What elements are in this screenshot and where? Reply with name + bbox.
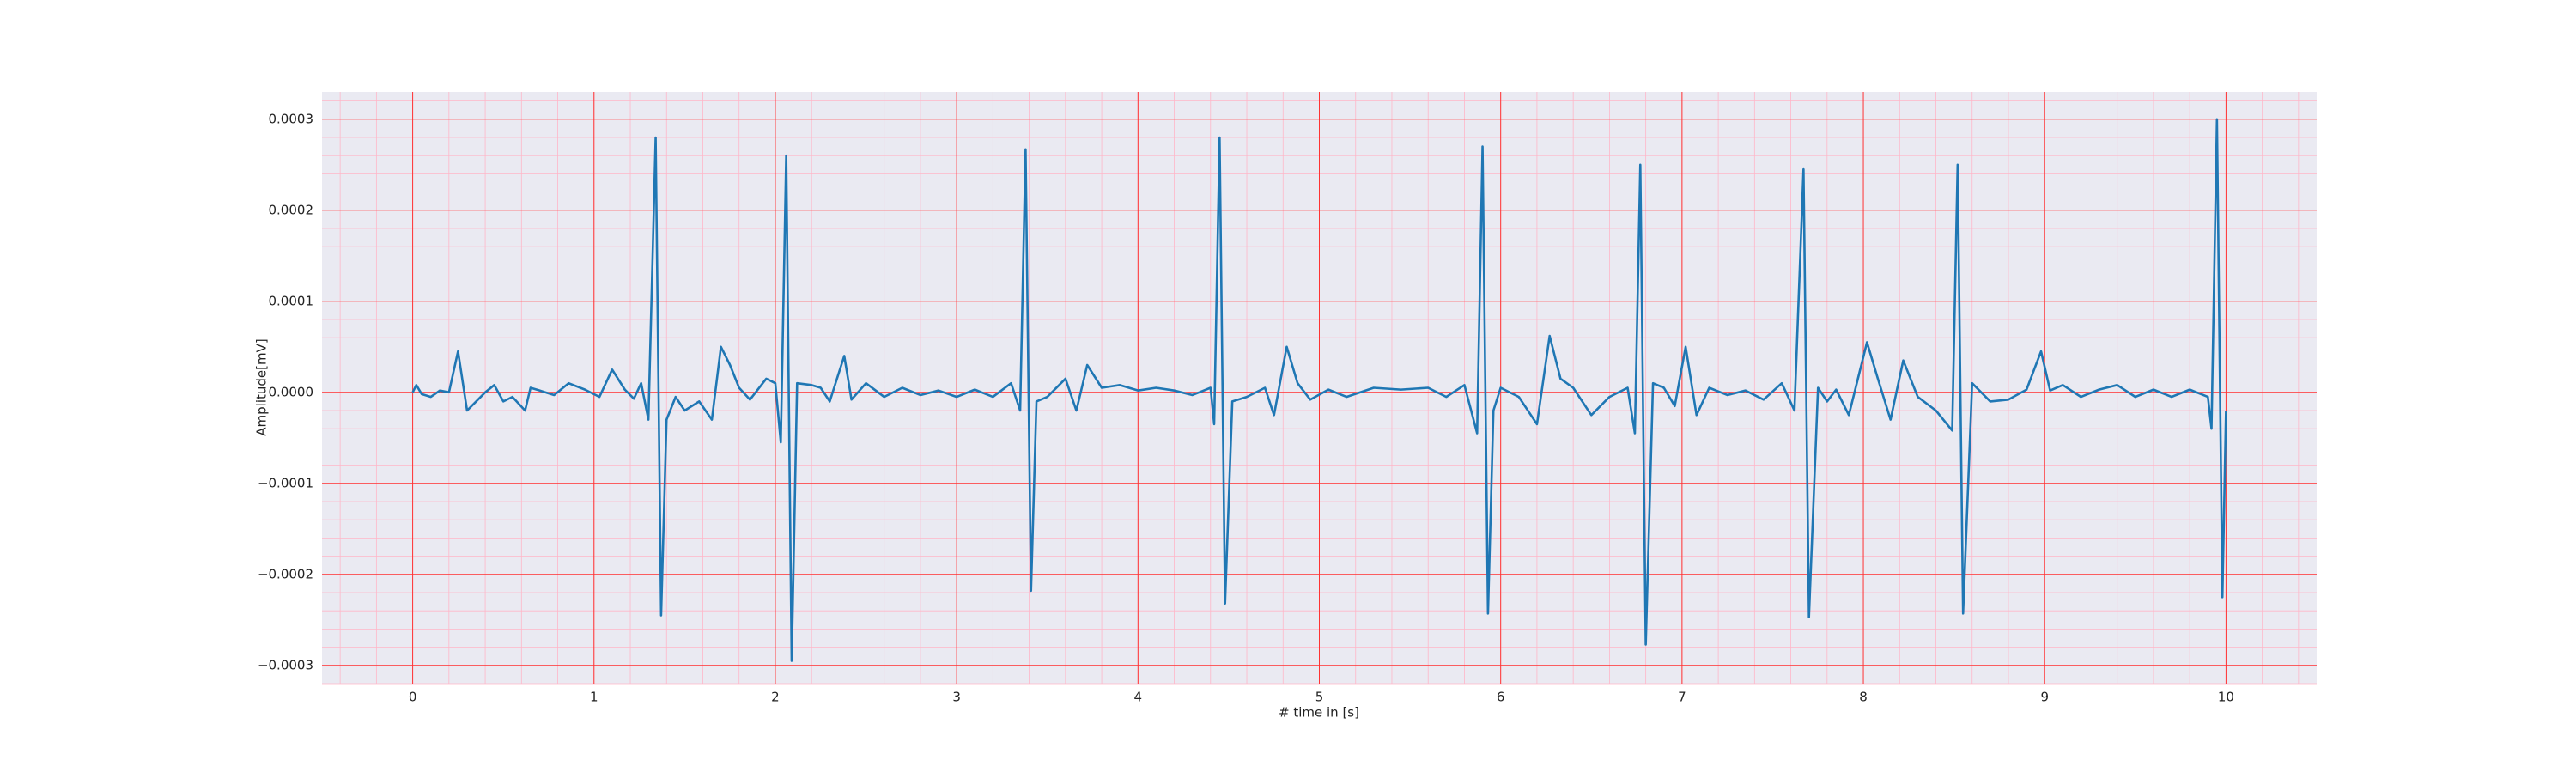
y-tick-label: 0.0003 bbox=[269, 111, 314, 126]
y-tick-label: 0.0000 bbox=[269, 384, 314, 399]
y-tick-label: 0.0002 bbox=[269, 202, 314, 217]
x-tick-label: 0 bbox=[409, 690, 417, 705]
ecg-line bbox=[411, 118, 2227, 662]
y-axis-label: Amplitude[mV] bbox=[254, 338, 270, 435]
x-tick-label: 2 bbox=[771, 690, 780, 705]
x-tick-label: 4 bbox=[1134, 690, 1143, 705]
y-tick-label: 0.0001 bbox=[269, 293, 314, 308]
x-tick-label: 8 bbox=[1859, 690, 1868, 705]
x-tick-label: 1 bbox=[590, 690, 598, 705]
y-tick-label: −0.0003 bbox=[258, 657, 313, 673]
x-tick-label: 5 bbox=[1315, 690, 1324, 705]
y-tick-label: −0.0001 bbox=[258, 475, 313, 490]
x-tick-label: 6 bbox=[1497, 690, 1505, 705]
x-axis-label: # time in [s] bbox=[1279, 705, 1359, 721]
y-tick-label: −0.0002 bbox=[258, 566, 313, 581]
x-tick-label: 10 bbox=[2218, 690, 2234, 705]
x-tick-label: 9 bbox=[2040, 690, 2049, 705]
x-tick-label: 3 bbox=[952, 690, 961, 705]
x-tick-label: 7 bbox=[1678, 690, 1686, 705]
